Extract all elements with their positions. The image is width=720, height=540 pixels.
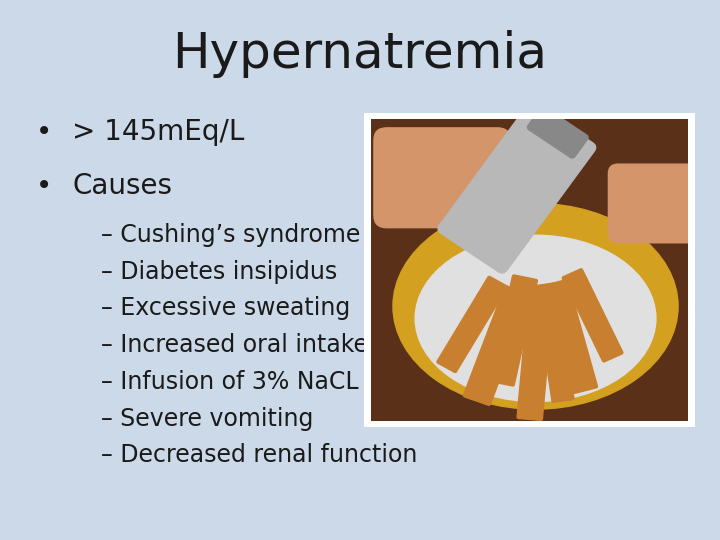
Text: – Excessive sweating: – Excessive sweating (101, 296, 350, 320)
FancyBboxPatch shape (517, 289, 554, 420)
FancyBboxPatch shape (438, 103, 595, 273)
Ellipse shape (393, 204, 678, 409)
Text: •: • (36, 172, 53, 200)
FancyBboxPatch shape (437, 276, 508, 373)
Text: Causes: Causes (72, 172, 172, 200)
Ellipse shape (415, 235, 656, 402)
Text: •: • (36, 118, 53, 146)
FancyBboxPatch shape (464, 286, 531, 406)
Text: Hypernatremia: Hypernatremia (173, 30, 547, 78)
Text: – Infusion of 3% NaCL: – Infusion of 3% NaCL (101, 370, 359, 394)
FancyBboxPatch shape (562, 269, 623, 362)
Bar (364, 113, 695, 427)
FancyBboxPatch shape (374, 128, 510, 228)
FancyBboxPatch shape (535, 283, 574, 402)
Text: – Decreased renal function: – Decreased renal function (101, 443, 417, 467)
Text: – Increased oral intake: – Increased oral intake (101, 333, 368, 357)
Text: – Cushing’s syndrome: – Cushing’s syndrome (101, 223, 360, 247)
FancyBboxPatch shape (527, 107, 588, 158)
Text: > 145mEq/L: > 145mEq/L (72, 118, 244, 146)
FancyBboxPatch shape (608, 164, 697, 243)
FancyBboxPatch shape (544, 280, 598, 393)
Text: – Diabetes insipidus: – Diabetes insipidus (101, 260, 337, 284)
Text: – Severe vomiting: – Severe vomiting (101, 407, 313, 430)
FancyBboxPatch shape (490, 275, 537, 386)
